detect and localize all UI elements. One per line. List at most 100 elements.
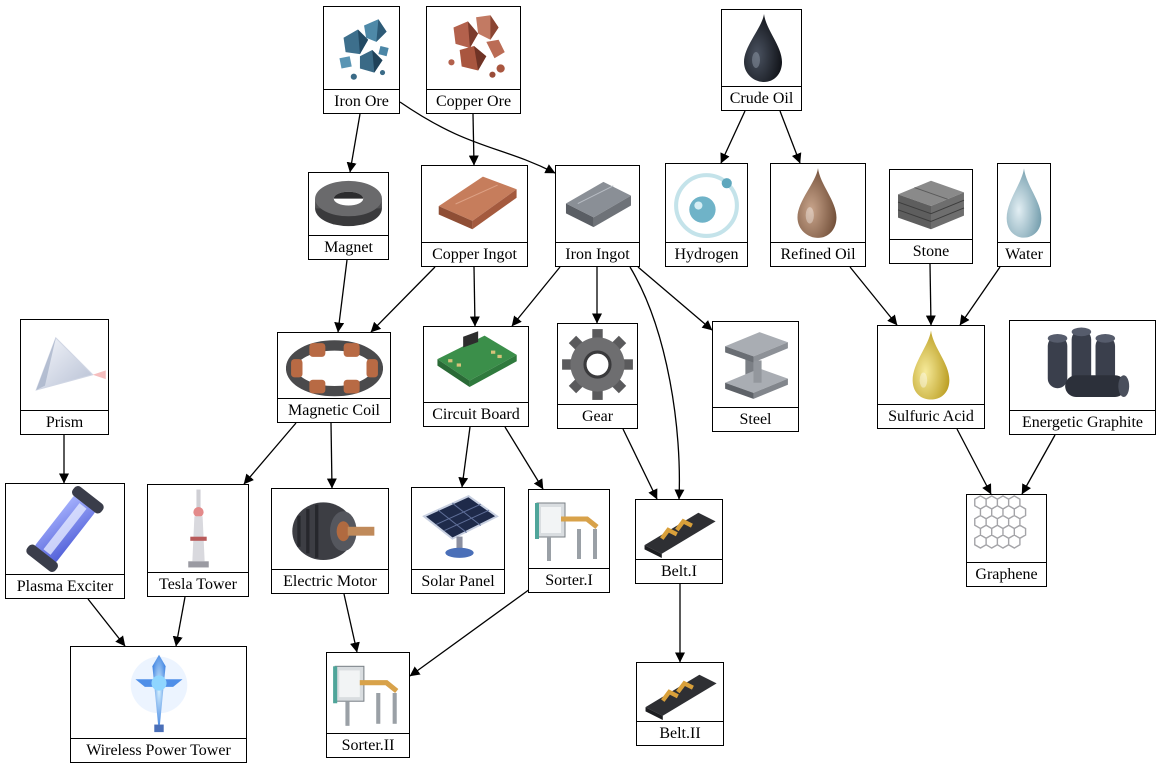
node-iron-ore: Iron Ore [323,6,400,114]
sorter-icon [327,653,409,734]
node-label: Gear [581,408,614,425]
edge-magnet-to-magnetic-coil [334,259,348,333]
edge-energetic-graphite-to-graphene [1021,434,1056,495]
crude-oil-icon [722,10,801,87]
electric-motor-icon [272,489,388,570]
node-sulfuric-acid: Sulfuric Acid [877,325,985,429]
edge-iron-ingot-to-belt-1 [629,266,685,500]
node-refined-oil: Refined Oil [770,163,866,267]
node-crude-oil: Crude Oil [721,9,802,111]
iron-ingot-icon [556,166,639,243]
edge-iron-ore-to-iron-ingot [399,101,556,174]
node-label: Plasma Exciter [16,578,114,595]
node-belt-2: Belt.II [636,662,724,746]
magnetic-coil-icon [278,333,390,399]
steel-icon [713,322,798,408]
node-copper-ingot: Copper Ingot [421,165,528,267]
energetic-graphite-icon [1010,321,1155,411]
node-label: Tesla Tower [159,576,237,593]
hydrogen-icon [666,164,747,243]
node-label: Belt.II [659,725,701,742]
node-sorter-2: Sorter.II [326,652,410,758]
gear-icon [558,324,637,405]
node-energetic-graphite: Energetic Graphite [1009,320,1156,435]
edge-circuit-board-to-solar-panel [458,426,471,488]
node-label: Steel [739,411,772,428]
edge-gear-to-belt-1 [622,428,658,500]
node-label: Stone [912,243,950,260]
edge-plasma-exciter-to-wireless-power-tower [87,598,126,647]
edge-refined-oil-to-sulfuric-acid [849,266,898,326]
edge-sulfuric-acid-to-graphene [956,428,992,495]
node-label: Magnet [324,239,373,256]
graphene-icon [967,495,1046,563]
node-magnetic-coil: Magnetic Coil [277,332,391,423]
edge-circuit-board-to-sorter-1 [504,426,544,490]
solar-panel-icon [412,488,504,570]
node-stone: Stone [889,169,973,264]
node-copper-ore: Copper Ore [426,6,521,114]
node-sorter-1: Sorter.I [528,489,610,593]
node-magnet: Magnet [308,172,389,260]
plasma-exciter-icon [6,484,124,575]
copper-ingot-icon [422,166,527,243]
stone-icon [890,170,972,240]
magnet-icon [309,173,388,236]
edge-sorter-1-to-sorter-2 [409,588,531,677]
node-label: Iron Ore [334,93,389,110]
edge-electric-motor-to-sorter-2 [343,593,360,653]
edge-crude-oil-to-refined-oil [779,110,802,164]
node-wireless-power-tower: Wireless Power Tower [70,646,247,763]
node-label: Sorter.I [545,572,593,589]
node-gear: Gear [557,323,638,429]
sorter-icon [529,490,609,569]
edge-copper-ingot-to-magnetic-coil [370,266,436,333]
node-label: Circuit Board [432,406,520,423]
iron-ore-icon [324,7,399,90]
edge-crude-oil-to-hydrogen [720,110,746,164]
node-label: Copper Ore [435,93,512,110]
edge-stone-to-sulfuric-acid [925,263,936,326]
node-label: Energetic Graphite [1022,414,1143,431]
node-label: Crude Oil [729,90,794,107]
water-icon [998,164,1050,243]
node-label: Copper Ingot [432,246,517,263]
node-water: Water [997,163,1051,267]
node-prism: Prism [20,319,109,435]
node-label: Wireless Power Tower [86,742,231,759]
copper-ore-icon [427,7,520,90]
circuit-board-icon [424,327,528,403]
edge-iron-ingot-to-circuit-board [511,266,561,327]
prism-icon [21,320,108,411]
node-label: Sulfuric Acid [888,408,974,425]
belt-icon [636,500,722,560]
tesla-tower-icon [148,485,248,573]
node-solar-panel: Solar Panel [411,487,505,594]
node-label: Iron Ingot [565,246,630,263]
sulfuric-acid-icon [878,326,984,405]
node-label: Sorter.II [341,737,395,754]
node-electric-motor: Electric Motor [271,488,389,594]
node-label: Water [1005,246,1043,263]
refined-oil-icon [771,164,865,243]
node-graphene: Graphene [966,494,1047,587]
edge-magnetic-coil-to-electric-motor [326,422,337,489]
node-steel: Steel [712,321,799,432]
edge-magnetic-coil-to-tesla-tower [243,422,297,485]
node-iron-ingot: Iron Ingot [555,165,640,267]
node-label: Prism [45,414,84,431]
node-label: Refined Oil [780,246,856,263]
node-label: Hydrogen [674,246,739,263]
node-tesla-tower: Tesla Tower [147,484,249,597]
node-circuit-board: Circuit Board [423,326,529,427]
node-plasma-exciter: Plasma Exciter [5,483,125,599]
node-label: Magnetic Coil [288,402,380,419]
node-label: Graphene [975,566,1038,583]
edge-water-to-sulfuric-acid [959,266,1001,326]
edge-iron-ingot-to-steel [637,266,713,331]
edge-copper-ore-to-copper-ingot [468,113,479,166]
node-label: Solar Panel [421,573,495,590]
belt-icon [637,663,723,722]
node-label: Electric Motor [283,573,377,590]
